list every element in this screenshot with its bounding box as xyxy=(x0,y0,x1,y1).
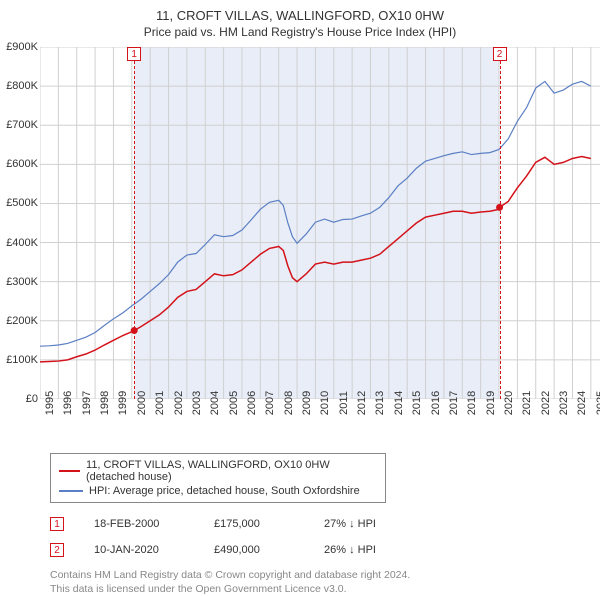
chart-svg xyxy=(40,47,600,399)
x-axis-label: 1999 xyxy=(117,391,129,415)
footer: Contains HM Land Registry data © Crown c… xyxy=(50,569,590,596)
x-axis-label: 1997 xyxy=(81,391,93,415)
annotation-price-1: £175,000 xyxy=(214,518,294,530)
annotation-price-2: £490,000 xyxy=(214,544,294,556)
x-axis-label: 2018 xyxy=(466,391,478,415)
annotation-marker-2: 2 xyxy=(50,543,64,557)
y-axis-label: £700K xyxy=(6,119,38,131)
annotation-table: 1 18-FEB-2000 £175,000 27% ↓ HPI 2 10-JA… xyxy=(50,511,590,563)
x-axis-label: 2021 xyxy=(521,391,533,415)
annotation-row-1: 1 18-FEB-2000 £175,000 27% ↓ HPI xyxy=(50,511,590,537)
annotation-date-2: 10-JAN-2020 xyxy=(94,544,184,556)
x-axis-label: 2025 xyxy=(595,391,600,415)
marker-box: 1 xyxy=(127,47,141,61)
legend-label-price: 11, CROFT VILLAS, WALLINGFORD, OX10 0HW … xyxy=(86,459,377,483)
marker-box: 2 xyxy=(493,47,507,61)
x-axis-label: 1996 xyxy=(62,391,74,415)
y-axis-label: £800K xyxy=(6,80,38,92)
legend-label-hpi: HPI: Average price, detached house, Sout… xyxy=(89,485,360,497)
footer-line-2: This data is licensed under the Open Gov… xyxy=(50,583,590,596)
legend-swatch-price xyxy=(59,470,80,472)
x-axis-label: 2004 xyxy=(209,391,221,415)
x-axis-label: 2016 xyxy=(430,391,442,415)
y-axis-label: £0 xyxy=(26,393,38,405)
x-axis-label: 2007 xyxy=(264,391,276,415)
legend-item-price: 11, CROFT VILLAS, WALLINGFORD, OX10 0HW … xyxy=(59,458,377,484)
plot-area: £0£100K£200K£300K£400K£500K£600K£700K£80… xyxy=(40,47,600,399)
annotation-marker-1: 1 xyxy=(50,517,64,531)
annotation-diff-2: 26% ↓ HPI xyxy=(324,544,376,556)
marker-vline xyxy=(134,61,135,399)
x-axis-label: 2017 xyxy=(448,391,460,415)
x-axis-label: 2014 xyxy=(393,391,405,415)
x-axis-label: 2008 xyxy=(283,391,295,415)
x-axis-label: 2012 xyxy=(356,391,368,415)
chart-title: 11, CROFT VILLAS, WALLINGFORD, OX10 0HW xyxy=(10,8,590,23)
legend-swatch-hpi xyxy=(59,490,83,492)
x-axis-label: 2015 xyxy=(411,391,423,415)
x-axis-label: 2005 xyxy=(228,391,240,415)
x-axis-label: 2024 xyxy=(576,391,588,415)
y-axis-label: £100K xyxy=(6,354,38,366)
x-axis-label: 2001 xyxy=(154,391,166,415)
x-axis-label: 2003 xyxy=(191,391,203,415)
y-axis-label: £600K xyxy=(6,158,38,170)
x-axis-label: 2006 xyxy=(246,391,258,415)
x-axis-label: 2010 xyxy=(319,391,331,415)
y-axis-label: £300K xyxy=(6,276,38,288)
y-axis-label: £900K xyxy=(6,41,38,53)
x-axis-label: 1998 xyxy=(99,391,111,415)
x-axis-label: 2020 xyxy=(503,391,515,415)
y-axis-label: £500K xyxy=(6,197,38,209)
x-axis-label: 2019 xyxy=(485,391,497,415)
x-axis-label: 2022 xyxy=(540,391,552,415)
x-axis-label: 1995 xyxy=(44,391,56,415)
legend: 11, CROFT VILLAS, WALLINGFORD, OX10 0HW … xyxy=(50,453,386,503)
y-axis-label: £400K xyxy=(6,237,38,249)
chart-container: 11, CROFT VILLAS, WALLINGFORD, OX10 0HW … xyxy=(0,0,600,560)
annotation-diff-1: 27% ↓ HPI xyxy=(324,518,376,530)
legend-item-hpi: HPI: Average price, detached house, Sout… xyxy=(59,484,377,498)
x-axis-label: 2002 xyxy=(173,391,185,415)
x-axis-label: 2000 xyxy=(136,391,148,415)
annotation-row-2: 2 10-JAN-2020 £490,000 26% ↓ HPI xyxy=(50,537,590,563)
x-axis-label: 2011 xyxy=(338,391,350,415)
x-axis-label: 2013 xyxy=(374,391,386,415)
marker-vline xyxy=(500,61,501,399)
annotation-date-1: 18-FEB-2000 xyxy=(94,518,184,530)
chart-subtitle: Price paid vs. HM Land Registry's House … xyxy=(10,25,590,39)
x-axis-label: 2009 xyxy=(301,391,313,415)
footer-line-1: Contains HM Land Registry data © Crown c… xyxy=(50,569,590,583)
y-axis-label: £200K xyxy=(6,315,38,327)
x-axis-label: 2023 xyxy=(558,391,570,415)
